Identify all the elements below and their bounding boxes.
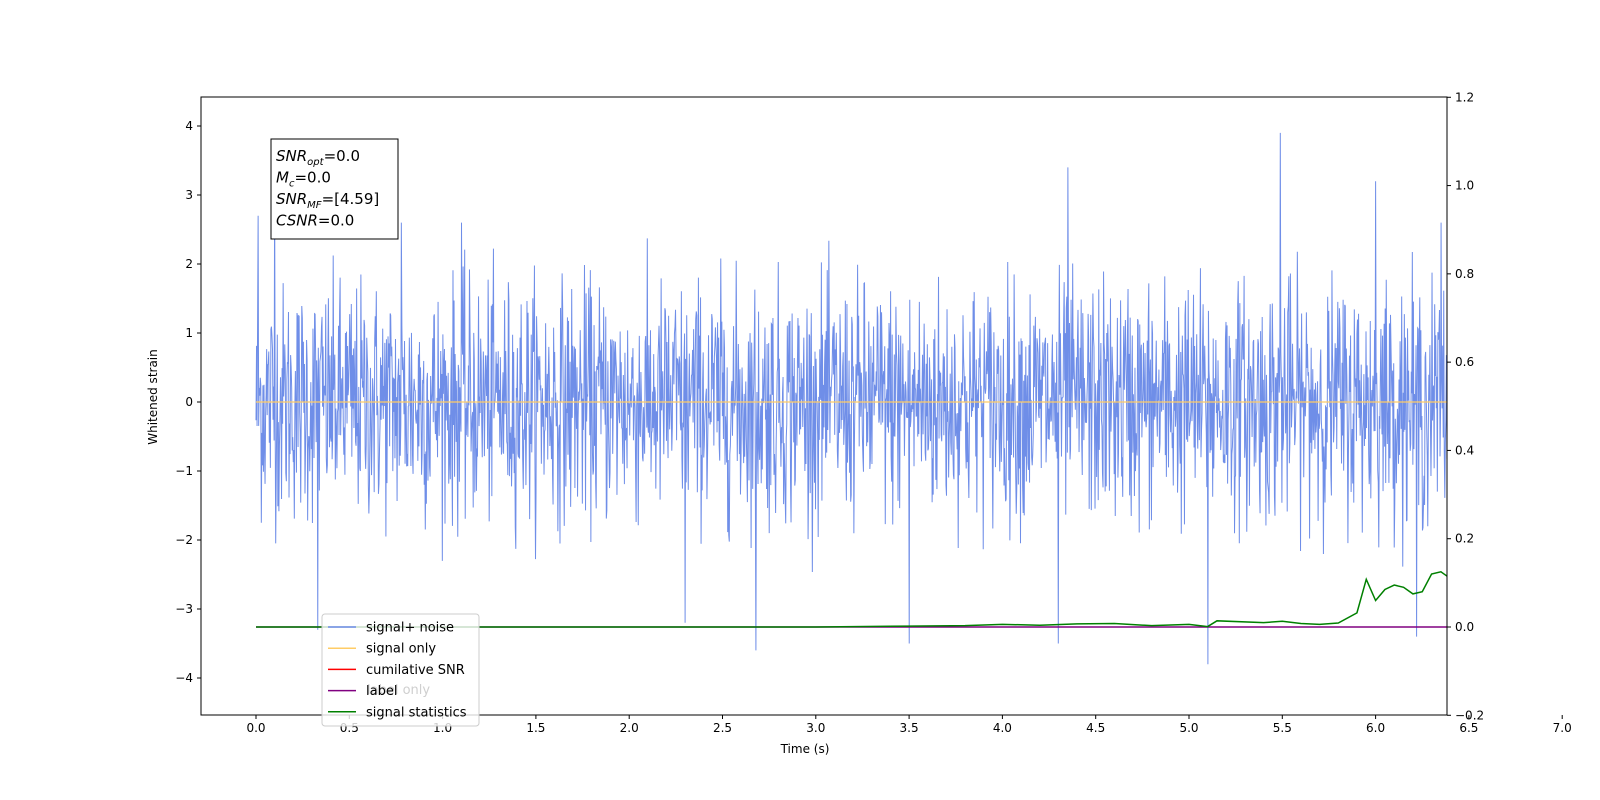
y-tick-label: 0	[185, 395, 193, 409]
axes: 0.0 0.5 1.0 1.5 2.0 2.5 3.0 3.5 4.0 4.5 5.0 5.5 6.0 6…	[175, 90, 1572, 735]
annotation-frame	[270, 138, 399, 240]
x-tick-label: 5.0	[1179, 721, 1198, 735]
legend-label: signal only	[366, 642, 436, 657]
y2-tick-label: −0.2	[1455, 708, 1484, 722]
signal-statistics-line	[256, 571, 1447, 628]
y-tick-label: −1	[175, 464, 193, 478]
axes-frame	[200, 96, 1448, 716]
annotation-line: Mc=0.0	[276, 169, 331, 190]
y2-tick-label: 1.0	[1455, 179, 1474, 193]
legend-frame	[321, 613, 480, 727]
x-tick-label: 4.5	[1086, 721, 1105, 735]
y2-tick-label: 0.4	[1455, 443, 1474, 457]
y2-tick-label: 0.2	[1455, 532, 1474, 546]
annotation-line: SNRMF=[4.59]	[276, 190, 379, 211]
legend-label: signal statistics	[366, 705, 467, 720]
legend: label only signal+ noise signal only cumila…	[321, 613, 480, 727]
x-tick-label: 5.5	[1273, 721, 1292, 735]
legend-hidden-text: label only	[367, 683, 430, 698]
x-tick-label: 6.0	[1366, 721, 1385, 735]
y-axis-label: Whitened strain	[146, 349, 160, 445]
legend-label: cumilative SNR	[366, 663, 465, 678]
x-tick-label: 3.0	[806, 721, 825, 735]
signal-noise-line	[255, 132, 1447, 665]
y-tick-label: 2	[185, 257, 193, 271]
y-tick-label: 3	[185, 188, 193, 202]
x-tick-label: 2.0	[620, 721, 639, 735]
y-tick-label: −3	[175, 602, 193, 616]
x-tick-label: 0.0	[246, 721, 265, 735]
plot-area	[255, 132, 1447, 665]
y-tick-label: 4	[185, 119, 193, 133]
x-tick-label: 6.5	[1459, 721, 1478, 735]
plot-clip-group	[255, 132, 1447, 665]
y2-tick-label: 0.0	[1455, 620, 1474, 634]
legend-label: label	[366, 684, 397, 699]
y2-tick-label: 0.8	[1455, 267, 1474, 281]
legend-label: signal+ noise	[366, 621, 454, 636]
y-tick-label: −4	[175, 671, 193, 685]
y2-tick-label: 0.6	[1455, 355, 1474, 369]
annotation-line: CSNR=0.0	[276, 212, 354, 230]
y2-tick-label: 1.2	[1455, 90, 1474, 104]
x-tick-label: 1.5	[526, 721, 545, 735]
y-tick-label: 1	[185, 326, 193, 340]
annotation-line: SNRopt=0.0	[276, 147, 360, 168]
y-tick-label: −2	[175, 533, 193, 547]
x-tick-label: 3.5	[900, 721, 919, 735]
x-tick-label: 7.0	[1553, 721, 1572, 735]
x-axis-label: Time (s)	[780, 742, 830, 756]
x-tick-label: 4.0	[993, 721, 1012, 735]
x-tick-label: 2.5	[713, 721, 732, 735]
